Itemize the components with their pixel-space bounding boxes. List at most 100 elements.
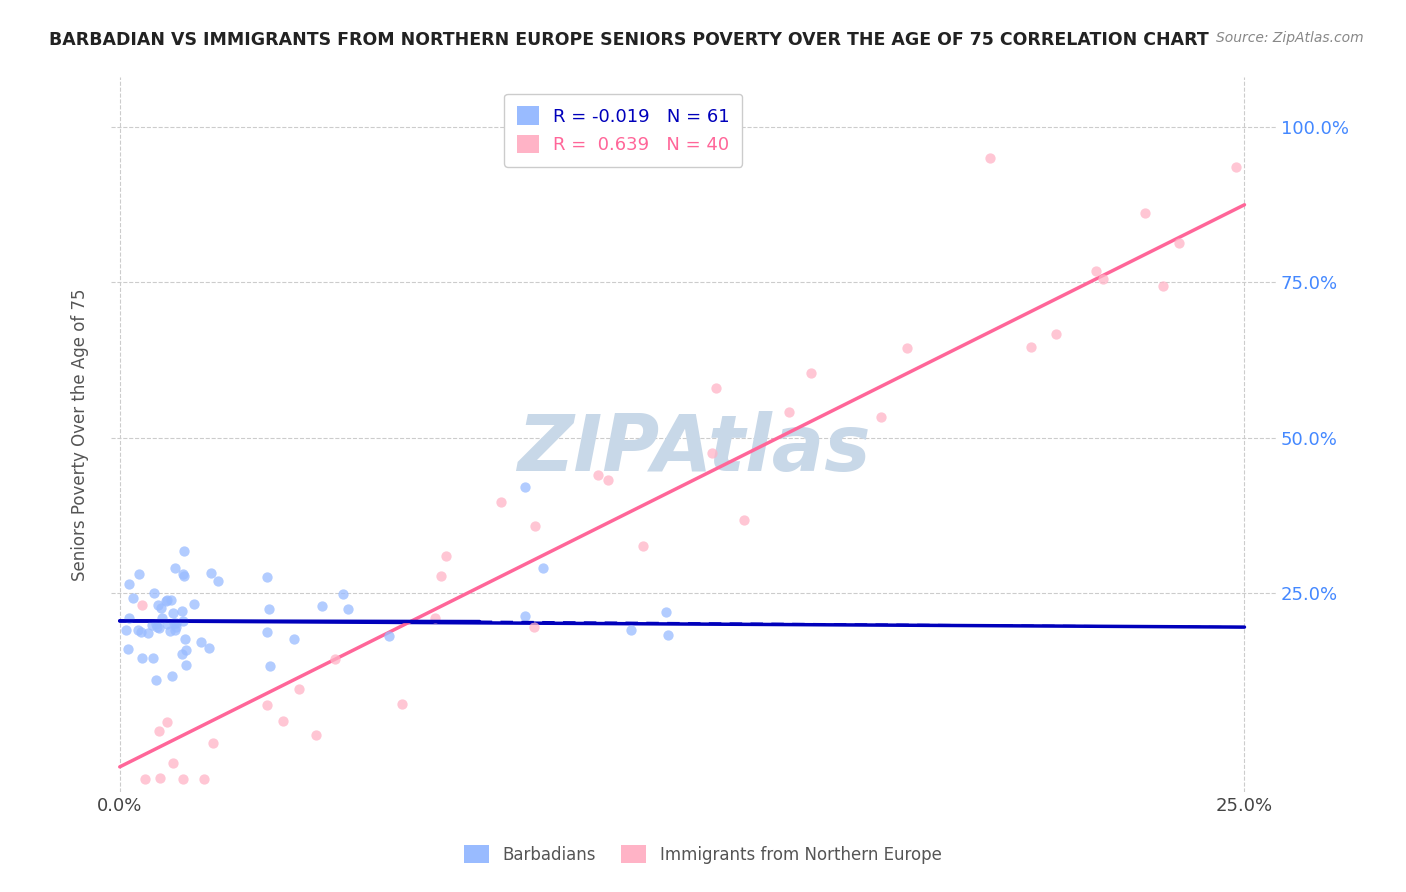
Point [173, 543, 195, 558]
Point [1091, 272, 1114, 286]
Point [193, 772, 215, 786]
Point [800, 366, 823, 380]
Point [150, 610, 173, 624]
Point [170, 647, 193, 661]
Point [200, 566, 222, 581]
Point [160, 669, 183, 683]
Point [163, 561, 186, 575]
Text: ZIPAtlas: ZIPAtlas [516, 411, 870, 487]
Point [1045, 327, 1067, 342]
Point [523, 620, 546, 634]
Point [118, 611, 141, 625]
Point [165, 615, 187, 630]
Point [391, 697, 413, 711]
Point [114, 623, 136, 637]
Point [190, 635, 212, 649]
Point [586, 468, 609, 483]
Point [531, 560, 554, 574]
Point [159, 593, 181, 607]
Point [1084, 263, 1107, 277]
Y-axis label: Seniors Poverty Over the Age of 75: Seniors Poverty Over the Age of 75 [72, 288, 89, 581]
Point [148, 620, 170, 634]
Point [702, 446, 724, 460]
Point [176, 642, 198, 657]
Point [117, 641, 139, 656]
Point [142, 650, 165, 665]
Point [513, 609, 536, 624]
Legend: Barbadians, Immigrants from Northern Europe: Barbadians, Immigrants from Northern Eur… [458, 838, 948, 871]
Point [201, 736, 224, 750]
Point [156, 714, 179, 729]
Point [172, 567, 194, 582]
Point [170, 604, 193, 618]
Point [596, 473, 619, 487]
Point [149, 771, 172, 785]
Point [142, 586, 165, 600]
Point [378, 629, 401, 643]
Point [283, 632, 305, 646]
Text: BARBADIAN VS IMMIGRANTS FROM NORTHERN EUROPE SENIORS POVERTY OVER THE AGE OF 75 : BARBADIAN VS IMMIGRANTS FROM NORTHERN EU… [49, 31, 1209, 49]
Point [620, 623, 643, 637]
Point [155, 593, 177, 607]
Point [134, 772, 156, 787]
Point [174, 632, 197, 647]
Point [256, 698, 278, 712]
Point [165, 620, 187, 634]
Point [131, 651, 153, 665]
Point [1019, 340, 1042, 354]
Point [491, 494, 513, 508]
Point [271, 714, 294, 728]
Point [704, 381, 727, 395]
Point [896, 341, 918, 355]
Point [259, 658, 281, 673]
Point [145, 616, 167, 631]
Point [434, 549, 457, 564]
Point [256, 624, 278, 639]
Point [198, 640, 221, 655]
Point [288, 682, 311, 697]
Point [121, 591, 143, 605]
Point [259, 601, 281, 615]
Point [524, 519, 547, 533]
Point [1225, 160, 1247, 174]
Point [146, 620, 169, 634]
Text: Source: ZipAtlas.com: Source: ZipAtlas.com [1216, 31, 1364, 45]
Point [1152, 279, 1174, 293]
Point [332, 587, 354, 601]
Point [162, 756, 184, 771]
Point [118, 577, 141, 591]
Point [165, 624, 187, 638]
Point [305, 728, 328, 742]
Point [159, 624, 181, 638]
Point [256, 569, 278, 583]
Point [172, 615, 194, 629]
Point [148, 724, 170, 739]
Point [733, 513, 755, 527]
Point [129, 625, 152, 640]
Point [156, 617, 179, 632]
Point [127, 624, 149, 638]
Point [207, 574, 229, 588]
Point [183, 597, 205, 611]
Point [148, 599, 170, 613]
Point [423, 610, 446, 624]
Point [136, 625, 159, 640]
Point [323, 651, 346, 665]
Point [141, 618, 163, 632]
Point [163, 616, 186, 631]
Point [173, 569, 195, 583]
Point [172, 772, 194, 787]
Point [654, 605, 676, 619]
Point [1135, 206, 1157, 220]
Point [430, 569, 453, 583]
Point [174, 658, 197, 673]
Point [778, 404, 800, 418]
Point [631, 539, 654, 553]
Point [657, 628, 679, 642]
Point [337, 602, 360, 616]
Point [869, 409, 891, 424]
Point [131, 599, 153, 613]
Point [311, 599, 333, 613]
Point [156, 593, 179, 607]
Point [128, 567, 150, 582]
